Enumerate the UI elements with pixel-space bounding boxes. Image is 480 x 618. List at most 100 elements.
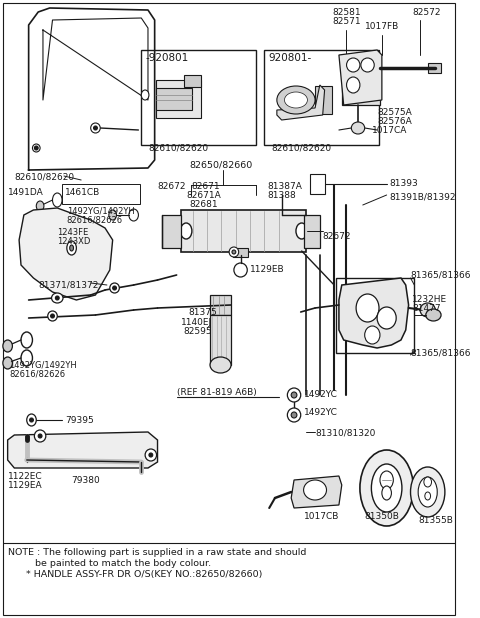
Bar (264, 50, 379, 145)
Text: 81365/81366: 81365/81366 (410, 348, 471, 357)
Text: (REF 81-819 A6B): (REF 81-819 A6B) (177, 388, 256, 397)
Bar (141, 50, 256, 145)
Bar (156, 88, 192, 110)
Ellipse shape (426, 309, 441, 321)
Bar (315, 86, 332, 114)
Text: * HANDLE ASSY-FR DR O/S(KEY NO.:82650/82660): * HANDLE ASSY-FR DR O/S(KEY NO.:82650/82… (8, 570, 262, 579)
Ellipse shape (30, 418, 34, 422)
Text: 81365/81366: 81365/81366 (410, 270, 471, 279)
Text: 1017FB: 1017FB (365, 22, 399, 31)
Polygon shape (339, 278, 408, 348)
Polygon shape (8, 432, 157, 468)
Text: 81350B: 81350B (365, 512, 399, 521)
Text: 1140EJ: 1140EJ (181, 318, 213, 327)
Text: 82575A: 82575A (377, 108, 412, 117)
Ellipse shape (141, 90, 149, 100)
Text: 82610/82620: 82610/82620 (148, 143, 208, 152)
Ellipse shape (52, 193, 62, 207)
Bar (210, 295, 231, 315)
Text: 81477: 81477 (412, 304, 441, 313)
Text: 82671A: 82671A (186, 191, 221, 200)
Ellipse shape (288, 388, 301, 402)
Ellipse shape (55, 296, 59, 300)
Ellipse shape (420, 303, 435, 317)
Bar (428, 63, 441, 73)
Text: 82572: 82572 (412, 8, 441, 17)
Ellipse shape (288, 408, 301, 422)
Text: NOTE : The following part is supplied in a raw state and should: NOTE : The following part is supplied in… (8, 548, 306, 557)
Ellipse shape (50, 314, 54, 318)
Bar (62, 184, 140, 204)
Text: 82610/82620: 82610/82620 (271, 143, 331, 152)
Text: 82681: 82681 (189, 200, 217, 209)
Text: 81388: 81388 (267, 191, 296, 200)
Text: 82571: 82571 (332, 17, 361, 26)
Ellipse shape (145, 449, 156, 461)
Text: 1461CB: 1461CB (65, 188, 100, 197)
Ellipse shape (234, 263, 247, 277)
Ellipse shape (113, 286, 117, 290)
Text: 1492YC: 1492YC (303, 408, 337, 417)
Text: 1232HE: 1232HE (412, 295, 447, 304)
Ellipse shape (356, 294, 379, 322)
Ellipse shape (210, 357, 231, 373)
Ellipse shape (21, 332, 33, 348)
Ellipse shape (229, 247, 239, 257)
Ellipse shape (424, 477, 432, 487)
Ellipse shape (360, 450, 413, 526)
Bar (342, 55, 380, 105)
Polygon shape (210, 315, 231, 365)
Ellipse shape (291, 392, 297, 398)
Ellipse shape (365, 326, 380, 344)
Text: 1243XD: 1243XD (57, 237, 91, 246)
Bar (184, 75, 202, 87)
Ellipse shape (380, 471, 393, 489)
Ellipse shape (48, 311, 57, 321)
Ellipse shape (21, 350, 33, 366)
Text: -920801: -920801 (145, 53, 188, 63)
Text: 82616/82626: 82616/82626 (67, 215, 123, 224)
Text: 81387A: 81387A (267, 182, 302, 191)
Bar (233, 248, 248, 257)
Text: 1492YG/1492YH: 1492YG/1492YH (67, 206, 134, 215)
Text: 79395: 79395 (65, 416, 94, 425)
Text: 82610/82620: 82610/82620 (14, 172, 74, 181)
Ellipse shape (285, 92, 307, 108)
Ellipse shape (180, 223, 192, 239)
Ellipse shape (425, 492, 431, 500)
Text: 81393: 81393 (389, 179, 418, 188)
Text: 1017CA: 1017CA (372, 126, 408, 135)
Ellipse shape (67, 241, 76, 255)
Text: 1243FE: 1243FE (57, 228, 88, 237)
Ellipse shape (351, 122, 365, 134)
Ellipse shape (91, 123, 100, 133)
Ellipse shape (35, 146, 38, 150)
Text: 81355B: 81355B (418, 516, 453, 525)
Bar (181, 210, 305, 252)
Polygon shape (277, 85, 324, 120)
Polygon shape (162, 215, 181, 248)
Text: 1017CB: 1017CB (303, 512, 339, 521)
Bar (336, 278, 414, 353)
Text: be painted to match the body colour.: be painted to match the body colour. (8, 559, 211, 568)
Polygon shape (339, 50, 382, 105)
Text: 82576A: 82576A (377, 117, 412, 126)
Text: 1129EB: 1129EB (250, 265, 285, 274)
Ellipse shape (377, 307, 396, 329)
Ellipse shape (35, 430, 46, 442)
Text: 1492YG/1492YH: 1492YG/1492YH (10, 360, 77, 369)
Text: 1122EC: 1122EC (8, 472, 42, 481)
Ellipse shape (296, 223, 307, 239)
Ellipse shape (33, 144, 40, 152)
Ellipse shape (382, 486, 391, 500)
Ellipse shape (51, 293, 63, 303)
Ellipse shape (410, 467, 445, 517)
Ellipse shape (149, 453, 153, 457)
Text: 81371/81372: 81371/81372 (38, 280, 98, 289)
Ellipse shape (303, 480, 326, 500)
Text: 81375: 81375 (188, 308, 217, 317)
Text: 1492YC: 1492YC (303, 390, 337, 399)
Ellipse shape (3, 357, 12, 369)
Text: 82672: 82672 (157, 182, 186, 191)
Polygon shape (19, 208, 113, 300)
